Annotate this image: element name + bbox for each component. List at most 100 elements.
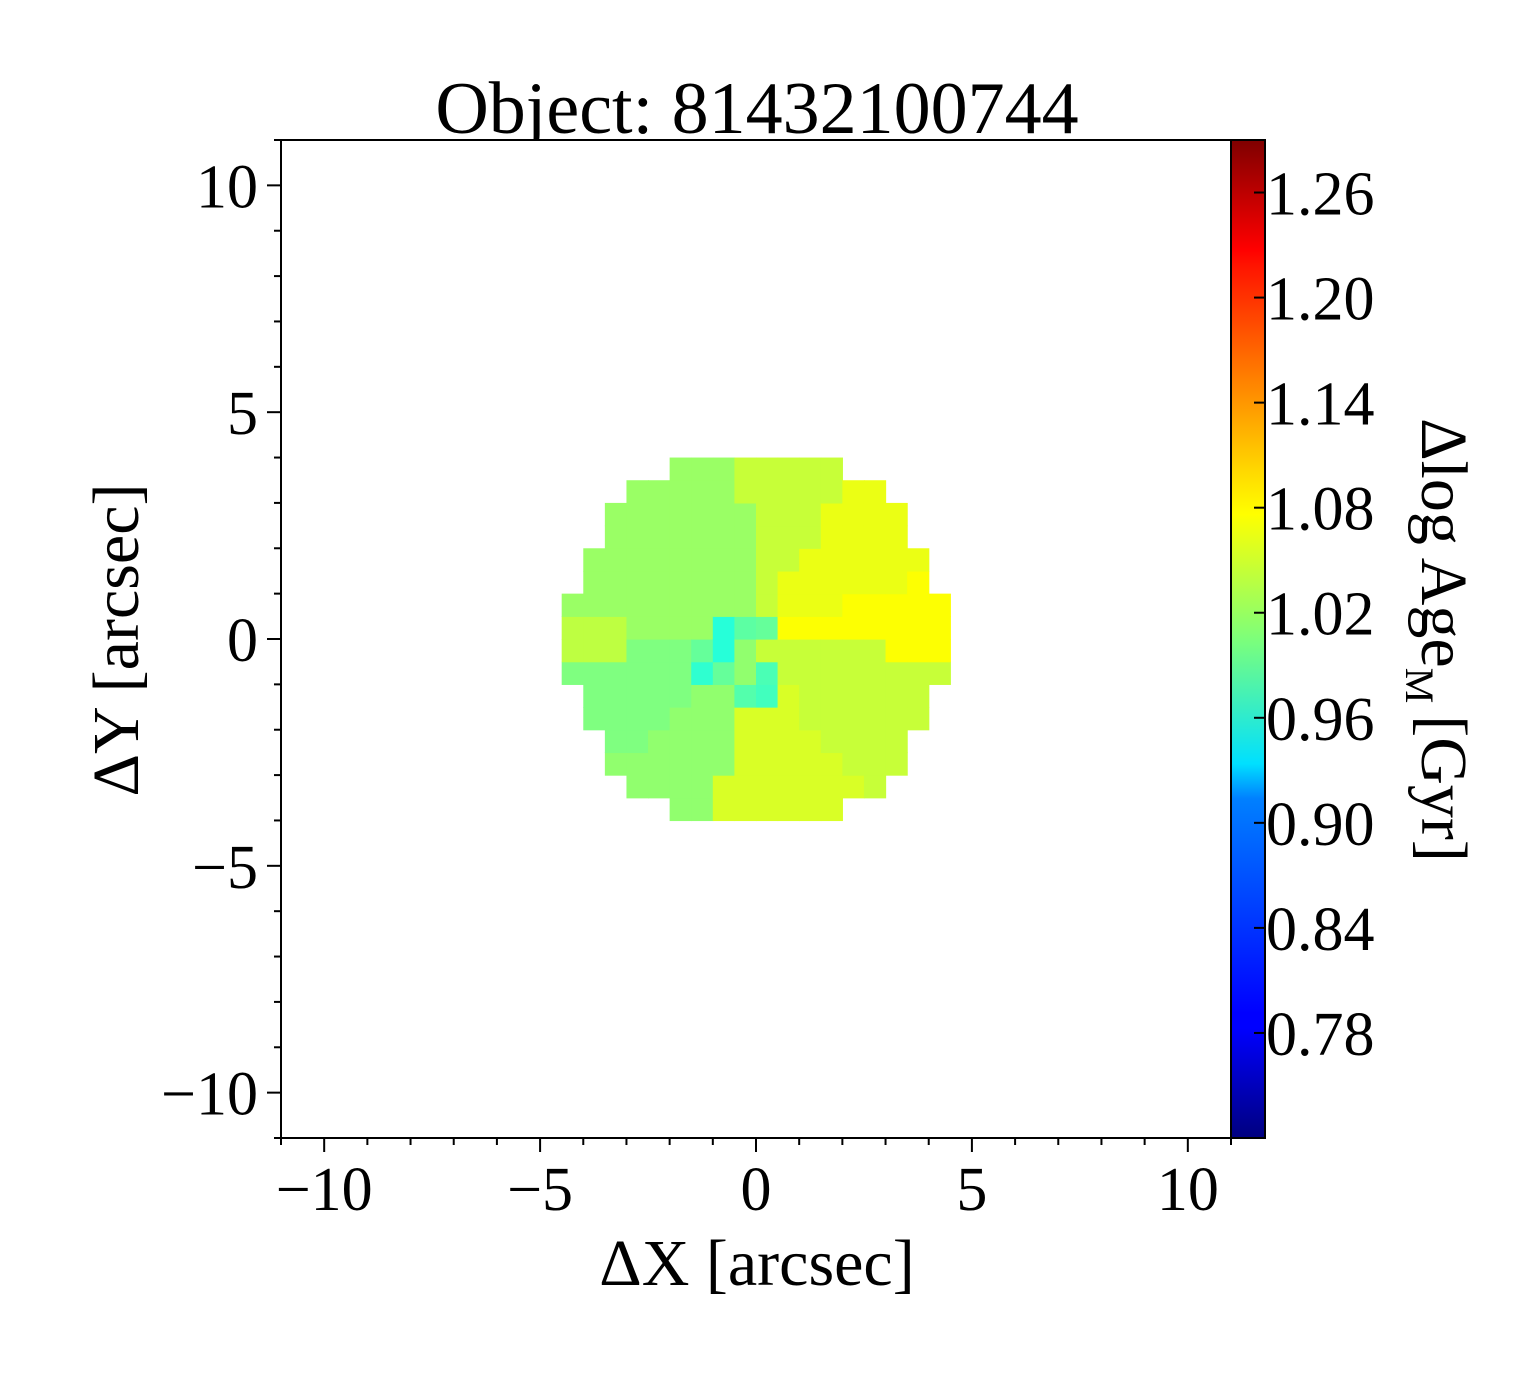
map-cell <box>842 616 865 640</box>
map-cell <box>756 684 779 708</box>
map-cell <box>928 593 951 617</box>
map-cell <box>604 661 628 685</box>
map-cell <box>648 729 671 754</box>
x-axis: −10 −5 0 5 10 <box>276 1138 1232 1224</box>
map-cell <box>691 502 714 527</box>
map-cell <box>691 684 714 708</box>
map-cell <box>669 797 692 822</box>
map-cell <box>799 752 822 776</box>
map-cell <box>626 729 649 754</box>
plot-area <box>280 139 1232 1139</box>
map-cell <box>863 525 887 549</box>
map-cell <box>799 502 822 527</box>
map-cell <box>799 684 822 708</box>
map-cell <box>907 684 930 708</box>
map-cell <box>583 570 606 595</box>
map-cell <box>648 502 671 527</box>
map-cell <box>863 775 887 799</box>
map-cell <box>842 684 865 708</box>
map-cell <box>885 570 908 595</box>
map-cell <box>712 797 736 822</box>
map-cell <box>863 593 887 617</box>
map-cell <box>691 775 714 799</box>
map-cell <box>863 616 887 640</box>
map-cell <box>885 548 908 572</box>
map-cell <box>604 707 628 731</box>
map-cell <box>669 593 692 617</box>
map-cell <box>907 661 930 685</box>
map-cell <box>907 548 930 572</box>
map-cell <box>712 729 736 754</box>
map-cell <box>734 707 757 731</box>
map-cell <box>712 548 736 572</box>
map-cell <box>691 639 714 663</box>
map-cell <box>842 729 865 754</box>
y-tick-label: 10 <box>196 153 258 221</box>
map-cell <box>863 480 887 504</box>
map-cell <box>691 707 714 731</box>
map-cell <box>799 457 822 481</box>
map-cell <box>777 752 800 776</box>
map-cell <box>799 570 822 595</box>
map-cell <box>863 684 887 708</box>
map-cell <box>712 502 736 527</box>
colorbar-tick-label: 0.84 <box>1266 896 1375 964</box>
map-cell <box>669 775 692 799</box>
map-cell <box>648 752 671 776</box>
x-tick-label: 0 <box>741 1156 772 1224</box>
map-cell <box>820 684 843 708</box>
map-cell <box>756 525 779 549</box>
map-cell <box>583 593 606 617</box>
map-cell <box>604 548 628 572</box>
map-cell <box>691 525 714 549</box>
map-cell <box>842 661 865 685</box>
map-cell <box>691 593 714 617</box>
map-cell <box>777 616 800 640</box>
map-cell <box>863 661 887 685</box>
map-cell <box>648 570 671 595</box>
map-cell <box>648 480 671 504</box>
y-tick-label: −10 <box>161 1061 258 1129</box>
map-cell <box>626 502 649 527</box>
map-cell <box>756 752 779 776</box>
map-cell <box>777 661 800 685</box>
map-cell <box>691 729 714 754</box>
map-cell <box>907 616 930 640</box>
map-cell <box>734 797 757 822</box>
map-cell <box>648 684 671 708</box>
map-cell <box>777 775 800 799</box>
map-cell <box>777 593 800 617</box>
map-cell <box>863 570 887 595</box>
map-cell <box>691 797 714 822</box>
colorbar-ticks: 1.26 1.20 1.14 1.08 1.02 0.96 0.90 0.84 0.78 <box>1254 161 1375 1069</box>
map-cell <box>626 752 649 776</box>
map-cell <box>712 480 736 504</box>
map-cell <box>799 729 822 754</box>
map-cell <box>583 616 606 640</box>
map-cell <box>669 616 692 640</box>
map-cell <box>626 548 649 572</box>
map-cell <box>885 752 908 776</box>
map-cell <box>777 797 800 822</box>
map-cell <box>734 457 757 481</box>
map-cell <box>777 707 800 731</box>
map-cell <box>712 616 736 640</box>
map-cell <box>885 684 908 708</box>
map-cell <box>604 684 628 708</box>
map-cell <box>820 729 843 754</box>
map-cell <box>712 639 736 663</box>
map-cell <box>712 570 736 595</box>
map-cell <box>648 661 671 685</box>
map-cell <box>799 480 822 504</box>
map-cell <box>604 502 628 527</box>
map-cell <box>604 570 628 595</box>
map-cell <box>583 684 606 708</box>
map-cell <box>648 616 671 640</box>
map-cell <box>626 570 649 595</box>
map-cell <box>885 525 908 549</box>
x-tick-label: 10 <box>1157 1156 1219 1224</box>
map-cell <box>583 707 606 731</box>
map-cell <box>712 707 736 731</box>
map-cell <box>712 752 736 776</box>
map-cell <box>669 548 692 572</box>
